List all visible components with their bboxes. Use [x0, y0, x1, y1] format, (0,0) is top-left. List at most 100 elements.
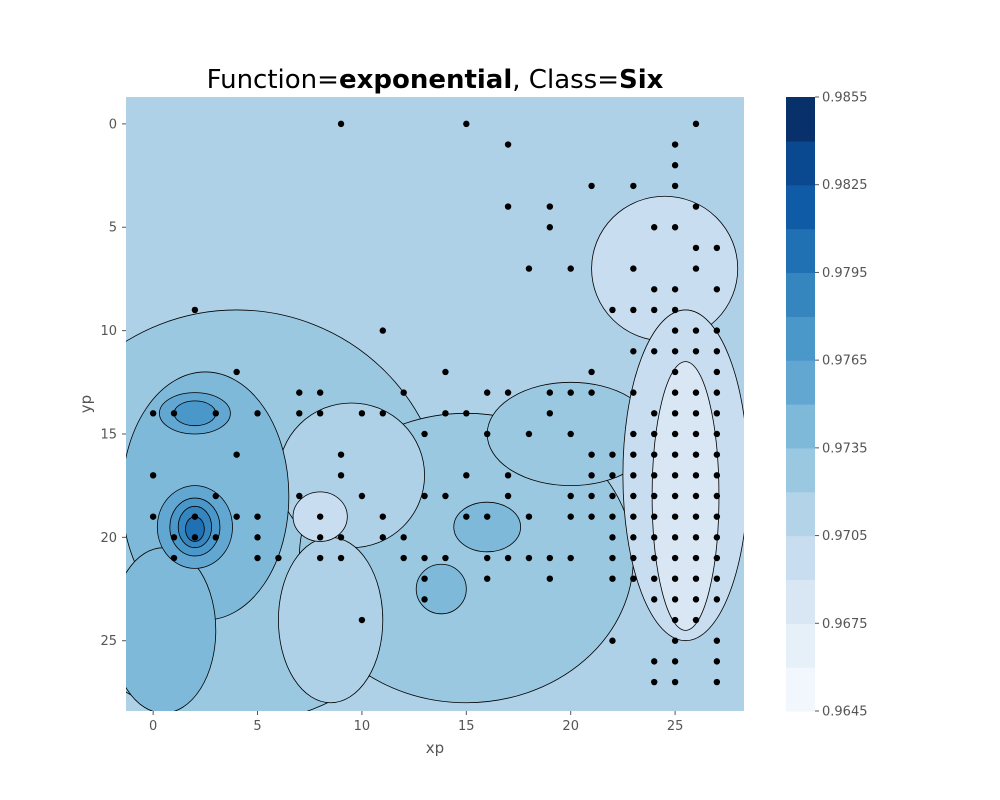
- data-point: [692, 575, 700, 582]
- data-point: [671, 534, 679, 541]
- data-point: [671, 637, 679, 644]
- data-points: [149, 120, 721, 686]
- data-point: [483, 389, 491, 396]
- data-point: [713, 678, 721, 686]
- data-point: [525, 430, 533, 438]
- data-point: [358, 410, 366, 417]
- data-point: [713, 389, 721, 396]
- data-point: [149, 410, 157, 417]
- data-point: [463, 410, 470, 417]
- data-point: [170, 410, 178, 417]
- data-point: [400, 389, 407, 396]
- data-point: [713, 554, 721, 562]
- title-separator: , Class=: [512, 65, 619, 95]
- colorbar-tick-label: 0.9825: [822, 178, 868, 193]
- data-point: [316, 389, 324, 396]
- data-point: [713, 658, 721, 665]
- contour-region-10: [415, 563, 467, 615]
- data-point: [525, 265, 533, 272]
- data-point: [463, 472, 470, 479]
- y-axis-ticks: 0 5 10 15 20 25: [100, 117, 126, 649]
- data-point: [651, 554, 658, 562]
- data-point: [692, 203, 700, 210]
- data-point: [671, 389, 679, 396]
- data-point: [651, 451, 658, 458]
- data-point: [692, 616, 700, 624]
- x-tick-label: 20: [562, 719, 579, 734]
- contour-region-12: [651, 361, 720, 631]
- data-point: [609, 513, 616, 520]
- data-point: [421, 430, 428, 438]
- data-point: [630, 430, 637, 438]
- title-prefix: Function=: [207, 65, 339, 95]
- colorbar-tick-label: 0.9855: [822, 91, 868, 106]
- data-point: [692, 534, 700, 541]
- data-point: [713, 637, 721, 644]
- colorbar-segment: [786, 667, 815, 712]
- data-point: [525, 513, 533, 520]
- colorbar-segment: [786, 184, 815, 230]
- data-point: [671, 492, 679, 500]
- data-point: [316, 554, 324, 562]
- data-point: [651, 678, 658, 686]
- y-tick-label: 15: [100, 427, 117, 442]
- data-point: [651, 286, 658, 293]
- data-point: [609, 492, 616, 500]
- data-point: [337, 554, 345, 562]
- colorbar-tick-label: 0.9675: [822, 617, 868, 632]
- data-point: [713, 368, 721, 376]
- data-point: [671, 678, 679, 686]
- data-point: [609, 637, 616, 644]
- data-point: [671, 472, 679, 479]
- data-point: [651, 658, 658, 665]
- data-point: [546, 410, 554, 417]
- data-point: [337, 534, 345, 541]
- colorbar-segment: [786, 491, 815, 537]
- data-point: [630, 513, 637, 520]
- contour-region-4: [278, 536, 384, 704]
- data-point: [713, 451, 721, 458]
- data-point: [692, 513, 700, 520]
- data-point: [567, 513, 574, 520]
- data-point: [546, 203, 554, 210]
- x-tick-label: 5: [253, 719, 261, 734]
- data-point: [651, 472, 658, 479]
- data-point: [609, 451, 616, 458]
- data-point: [692, 596, 700, 603]
- data-point: [379, 534, 387, 541]
- data-point: [692, 327, 700, 334]
- data-point: [651, 430, 658, 438]
- data-point: [483, 575, 491, 582]
- data-point: [504, 472, 512, 479]
- y-tick-label: 10: [100, 324, 117, 339]
- data-point: [671, 410, 679, 417]
- colorbar-tick-label: 0.9795: [822, 266, 868, 281]
- data-point: [588, 368, 595, 376]
- colorbar-segment: [786, 579, 815, 624]
- data-point: [671, 327, 679, 334]
- data-point: [463, 120, 470, 128]
- x-tick-label: 25: [667, 719, 684, 734]
- data-point: [316, 410, 324, 417]
- data-point: [692, 451, 700, 458]
- data-point: [671, 286, 679, 293]
- data-point: [609, 575, 616, 582]
- data-point: [651, 306, 658, 314]
- data-point: [337, 451, 345, 458]
- data-point: [630, 451, 637, 458]
- data-point: [671, 430, 679, 438]
- data-point: [588, 472, 595, 479]
- data-point: [713, 513, 721, 520]
- data-point: [483, 513, 491, 520]
- data-point: [630, 265, 637, 272]
- data-point: [692, 430, 700, 438]
- data-point: [630, 182, 637, 190]
- colorbar-segment: [786, 535, 815, 581]
- data-point: [546, 224, 554, 231]
- data-point: [692, 265, 700, 272]
- data-point: [525, 554, 533, 562]
- chart-title: Function=exponential, Class=Six: [207, 65, 664, 95]
- data-point: [212, 410, 219, 417]
- data-point: [671, 616, 679, 624]
- data-point: [442, 492, 449, 500]
